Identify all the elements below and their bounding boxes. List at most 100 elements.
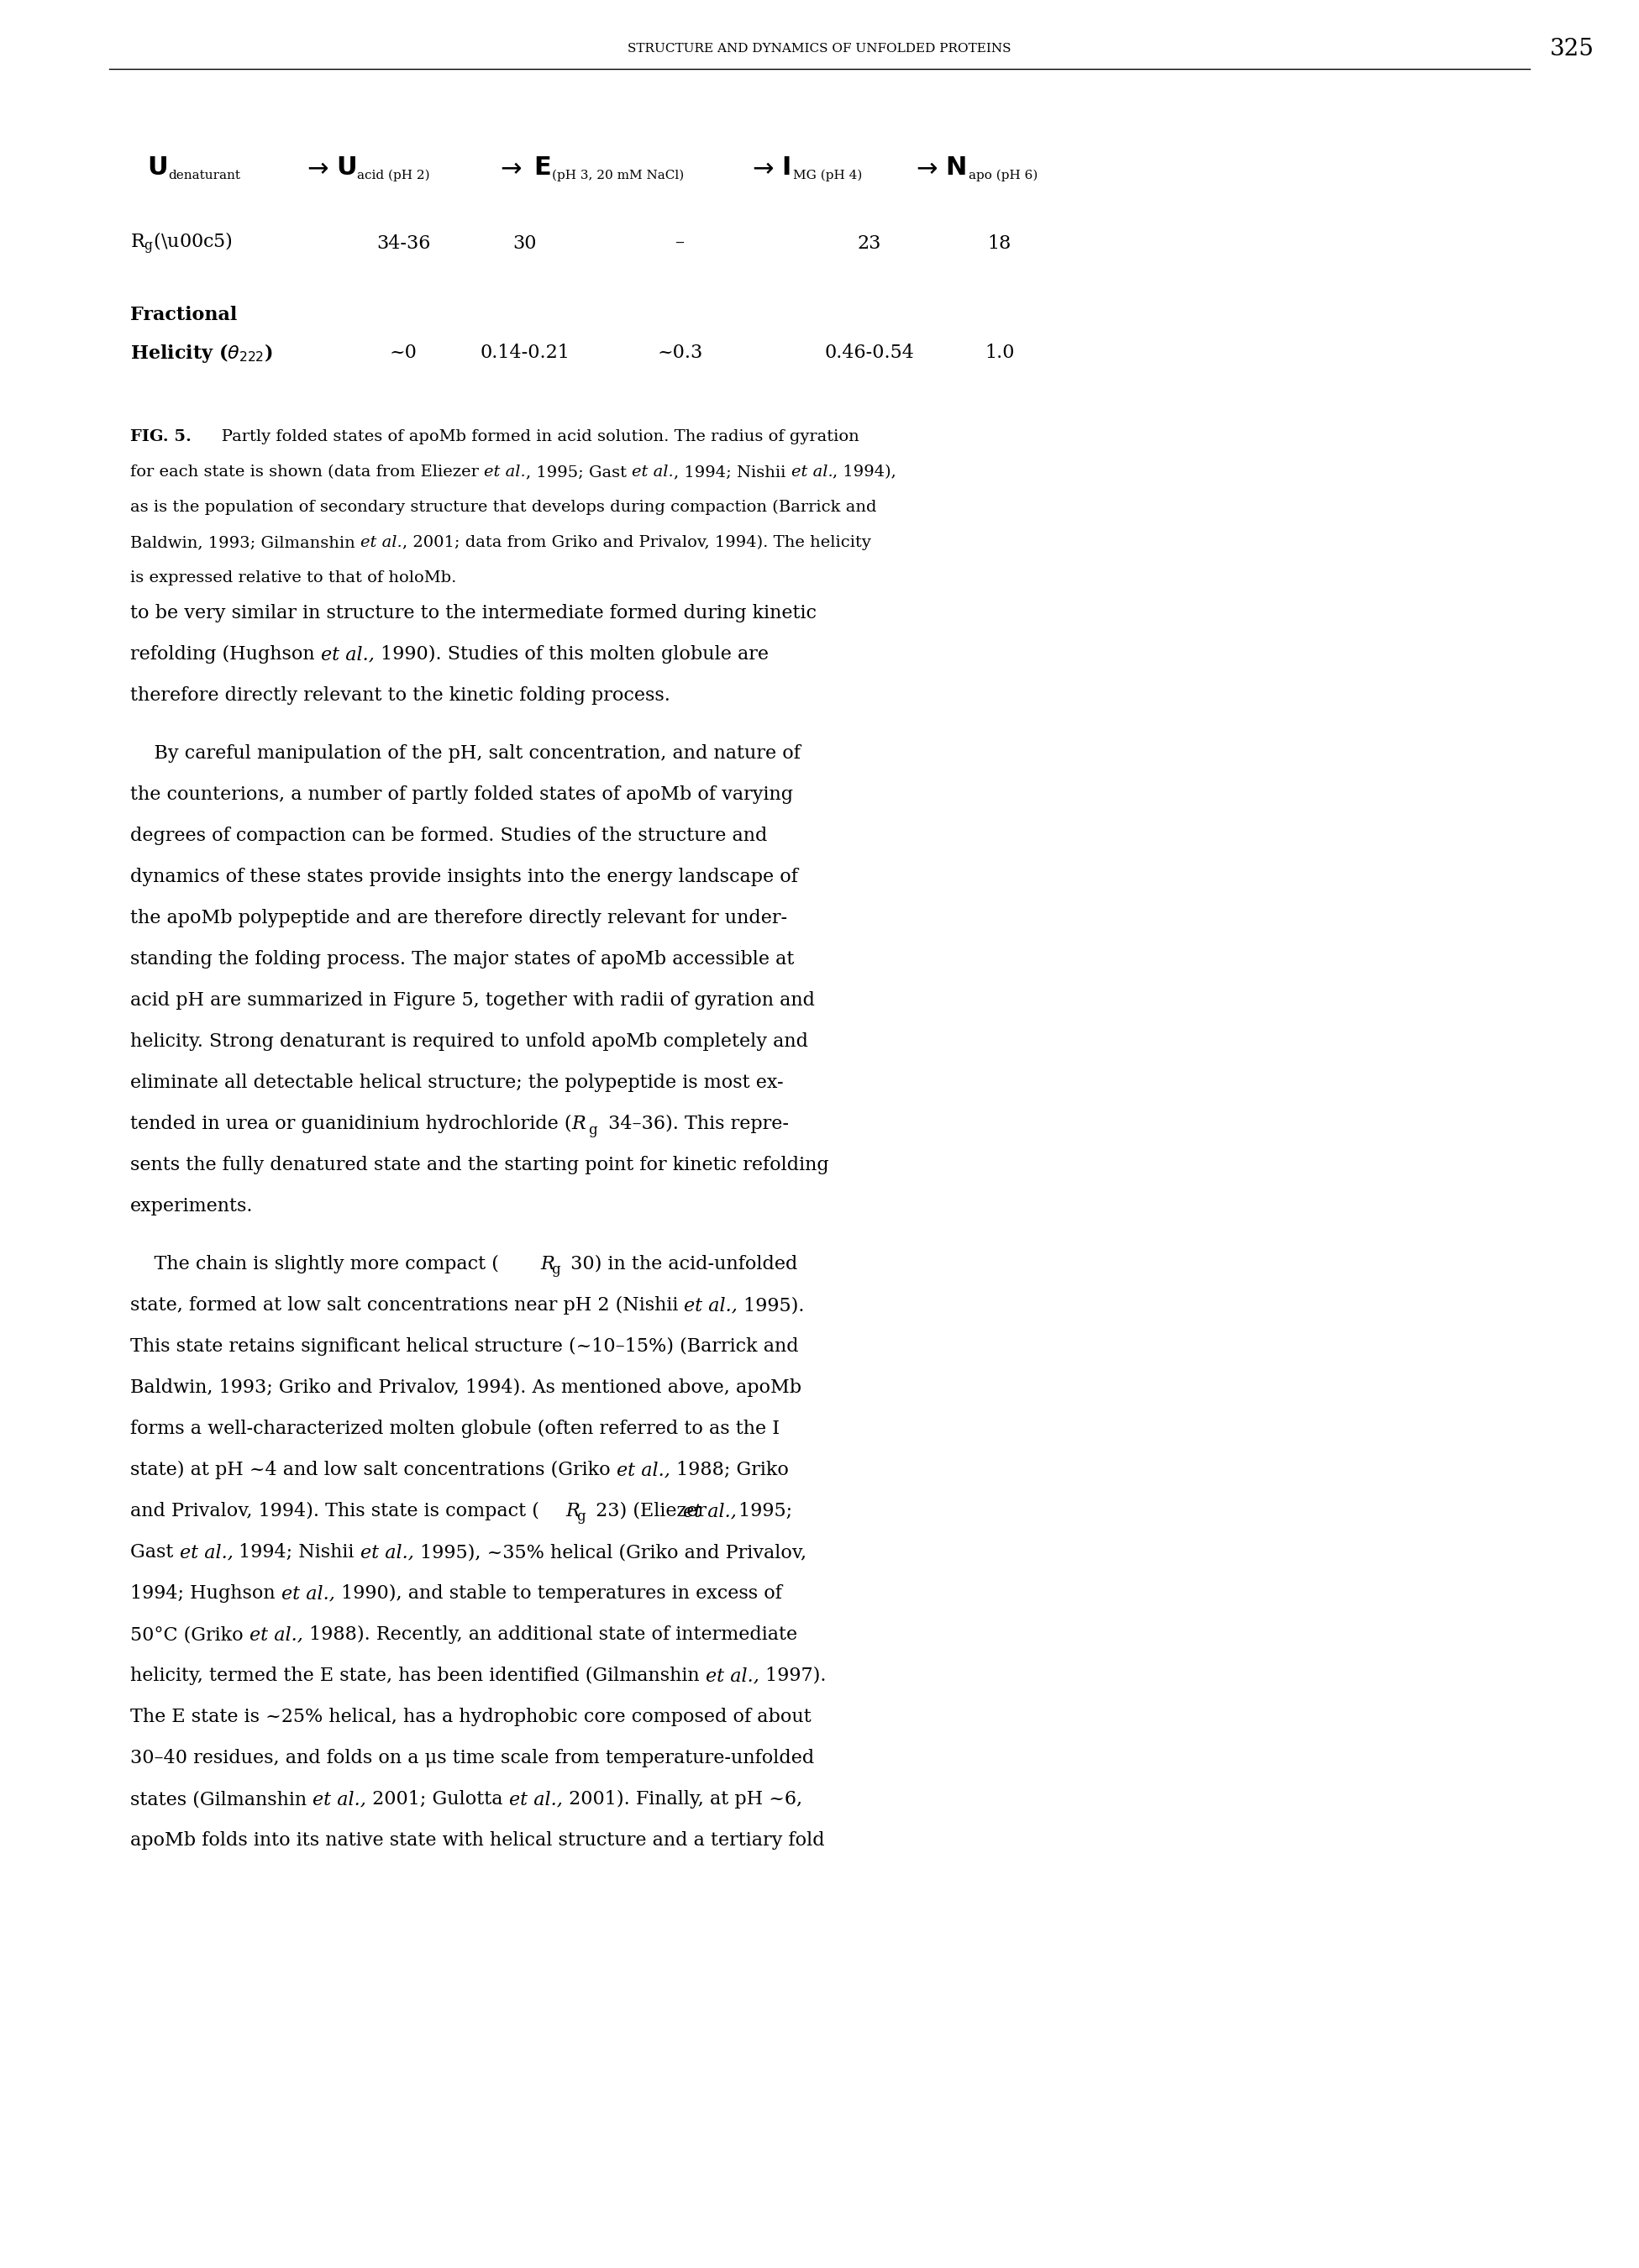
Text: 1995).: 1995). <box>738 1295 805 1315</box>
Text: FIG. 5.: FIG. 5. <box>129 429 192 445</box>
Text: forms a well-characterized molten globule (often referred to as the I: forms a well-characterized molten globul… <box>129 1420 780 1438</box>
Text: standing the folding process. The major states of apoMb accessible at: standing the folding process. The major … <box>129 950 795 968</box>
Text: et al.: et al. <box>361 535 402 551</box>
Text: sents the fully denatured state and the starting point for kinetic refolding: sents the fully denatured state and the … <box>129 1157 829 1175</box>
Text: and Privalov, 1994). This state is compact (: and Privalov, 1994). This state is compa… <box>129 1501 539 1520</box>
Text: 50°C (Griko: 50°C (Griko <box>129 1626 249 1644</box>
Text: et al.,: et al., <box>683 1295 738 1315</box>
Text: g: g <box>551 1263 561 1277</box>
Text: state, formed at low salt concentrations near pH 2 (Nishii: state, formed at low salt concentrations… <box>129 1295 683 1315</box>
Text: dynamics of these states provide insights into the energy landscape of: dynamics of these states provide insight… <box>129 869 798 887</box>
Text: et al.,: et al., <box>683 1501 736 1520</box>
Text: the apoMb polypeptide and are therefore directly relevant for under-: the apoMb polypeptide and are therefore … <box>129 909 787 928</box>
Text: R: R <box>572 1114 585 1134</box>
Text: This state retains significant helical structure (~10–15%) (Barrick and: This state retains significant helical s… <box>129 1338 798 1356</box>
Text: for each state is shown (data from Eliezer: for each state is shown (data from Eliez… <box>129 465 484 479</box>
Text: g: g <box>588 1123 597 1136</box>
Text: 1995;: 1995; <box>733 1501 792 1520</box>
Text: STRUCTURE AND DYNAMICS OF UNFOLDED PROTEINS: STRUCTURE AND DYNAMICS OF UNFOLDED PROTE… <box>628 43 1011 54</box>
Text: 34–36). This repre-: 34–36). This repre- <box>603 1114 788 1134</box>
Text: R$_\mathregular{g}$(\u00c5): R$_\mathregular{g}$(\u00c5) <box>129 231 233 256</box>
Text: et al.,: et al., <box>313 1789 367 1808</box>
Text: , 1995; Gast: , 1995; Gast <box>526 465 633 479</box>
Text: 1995), ~35% helical (Griko and Privalov,: 1995), ~35% helical (Griko and Privalov, <box>415 1542 806 1563</box>
Text: The chain is slightly more compact (: The chain is slightly more compact ( <box>129 1254 498 1272</box>
Text: Gast: Gast <box>129 1542 179 1563</box>
Text: as is the population of secondary structure that develops during compaction (Bar: as is the population of secondary struct… <box>129 499 877 515</box>
Text: MG (pH 4): MG (pH 4) <box>793 170 862 181</box>
Text: 2001; Gulotta: 2001; Gulotta <box>367 1789 508 1808</box>
Text: Baldwin, 1993; Griko and Privalov, 1994). As mentioned above, apoMb: Baldwin, 1993; Griko and Privalov, 1994)… <box>129 1379 801 1397</box>
Text: 23: 23 <box>857 234 882 252</box>
Text: Helicity ($\theta_{222}$): Helicity ($\theta_{222}$) <box>129 342 274 365</box>
Text: 1990), and stable to temperatures in excess of: 1990), and stable to temperatures in exc… <box>334 1585 782 1603</box>
Text: 1994; Nishii: 1994; Nishii <box>233 1542 361 1563</box>
Text: g: g <box>577 1510 585 1524</box>
Text: et al.: et al. <box>633 465 674 479</box>
Text: Partly folded states of apoMb formed in acid solution. The radius of gyration: Partly folded states of apoMb formed in … <box>207 429 859 445</box>
Text: –: – <box>675 234 685 252</box>
Text: refolding (Hughson: refolding (Hughson <box>129 644 321 665</box>
Text: et al.: et al. <box>792 465 833 479</box>
Text: , 1994; Nishii: , 1994; Nishii <box>674 465 792 479</box>
Text: et al.,: et al., <box>179 1542 233 1563</box>
Text: 30: 30 <box>513 234 538 252</box>
Text: By careful manipulation of the pH, salt concentration, and nature of: By careful manipulation of the pH, salt … <box>129 744 800 762</box>
Text: ~0.3: ~0.3 <box>657 342 703 363</box>
Text: et al.: et al. <box>484 465 526 479</box>
Text: $\mathbf{E}$: $\mathbf{E}$ <box>533 154 551 181</box>
Text: apo (pH 6): apo (pH 6) <box>969 170 1037 181</box>
Text: 34-36: 34-36 <box>377 234 431 252</box>
Text: acid pH are summarized in Figure 5, together with radii of gyration and: acid pH are summarized in Figure 5, toge… <box>129 991 815 1009</box>
Text: $\mathbf{U}$: $\mathbf{U}$ <box>148 154 167 181</box>
Text: 30) in the acid-unfolded: 30) in the acid-unfolded <box>564 1254 798 1272</box>
Text: to be very similar in structure to the intermediate formed during kinetic: to be very similar in structure to the i… <box>129 603 816 621</box>
Text: et al.,: et al., <box>249 1626 303 1644</box>
Text: 1988; Griko: 1988; Griko <box>670 1461 788 1479</box>
Text: 1997).: 1997). <box>759 1667 826 1685</box>
Text: 23) (Eliezer: 23) (Eliezer <box>590 1501 713 1520</box>
Text: apoMb folds into its native state with helical structure and a tertiary fold: apoMb folds into its native state with h… <box>129 1830 824 1851</box>
Text: $\rightarrow$: $\rightarrow$ <box>303 154 329 181</box>
Text: eliminate all detectable helical structure; the polypeptide is most ex-: eliminate all detectable helical structu… <box>129 1073 783 1091</box>
Text: tended in urea or guanidinium hydrochloride (: tended in urea or guanidinium hydrochlor… <box>129 1114 572 1134</box>
Text: (pH 3, 20 mM NaCl): (pH 3, 20 mM NaCl) <box>552 170 683 181</box>
Text: 1994; Hughson: 1994; Hughson <box>129 1585 282 1603</box>
Text: , 2001; data from Griko and Privalov, 1994). The helicity: , 2001; data from Griko and Privalov, 19… <box>402 535 870 551</box>
Text: 18: 18 <box>988 234 1011 252</box>
Text: $\rightarrow$: $\rightarrow$ <box>495 154 523 181</box>
Text: 1.0: 1.0 <box>985 342 1015 363</box>
Text: 0.14-0.21: 0.14-0.21 <box>480 342 570 363</box>
Text: et al.,: et al., <box>282 1585 334 1603</box>
Text: denaturant: denaturant <box>169 170 241 181</box>
Text: R: R <box>541 1254 554 1272</box>
Text: Fractional: Fractional <box>129 306 238 324</box>
Text: therefore directly relevant to the kinetic folding process.: therefore directly relevant to the kinet… <box>129 687 670 705</box>
Text: the counterions, a number of partly folded states of apoMb of varying: the counterions, a number of partly fold… <box>129 785 793 803</box>
Text: $\rightarrow$: $\rightarrow$ <box>747 154 775 181</box>
Text: is expressed relative to that of holoMb.: is expressed relative to that of holoMb. <box>129 569 457 585</box>
Text: et al.,: et al., <box>508 1789 562 1808</box>
Text: states (Gilmanshin: states (Gilmanshin <box>129 1789 313 1808</box>
Text: , 1994),: , 1994), <box>833 465 897 479</box>
Text: 1988). Recently, an additional state of intermediate: 1988). Recently, an additional state of … <box>303 1626 797 1644</box>
Text: et al.,: et al., <box>616 1461 670 1479</box>
Text: et al.,: et al., <box>705 1667 759 1685</box>
Text: 2001). Finally, at pH ~6,: 2001). Finally, at pH ~6, <box>562 1789 801 1808</box>
Text: et al.,: et al., <box>361 1542 415 1563</box>
Text: Baldwin, 1993; Gilmanshin: Baldwin, 1993; Gilmanshin <box>129 535 361 551</box>
Text: R: R <box>565 1501 580 1520</box>
Text: 325: 325 <box>1549 36 1595 59</box>
Text: state) at pH ~4 and low salt concentrations (Griko: state) at pH ~4 and low salt concentrati… <box>129 1461 616 1479</box>
Text: $\mathbf{I}$: $\mathbf{I}$ <box>782 154 790 181</box>
Text: acid (pH 2): acid (pH 2) <box>357 170 429 181</box>
Text: helicity. Strong denaturant is required to unfold apoMb completely and: helicity. Strong denaturant is required … <box>129 1032 808 1050</box>
Text: ~0: ~0 <box>390 342 416 363</box>
Text: helicity, termed the E state, has been identified (Gilmanshin: helicity, termed the E state, has been i… <box>129 1667 705 1685</box>
Text: $\mathbf{N}$: $\mathbf{N}$ <box>946 154 965 181</box>
Text: 30–40 residues, and folds on a μs time scale from temperature-unfolded: 30–40 residues, and folds on a μs time s… <box>129 1749 815 1767</box>
Text: experiments.: experiments. <box>129 1198 254 1216</box>
Text: degrees of compaction can be formed. Studies of the structure and: degrees of compaction can be formed. Stu… <box>129 826 767 846</box>
Text: 1990). Studies of this molten globule are: 1990). Studies of this molten globule ar… <box>374 644 769 665</box>
Text: The E state is ~25% helical, has a hydrophobic core composed of about: The E state is ~25% helical, has a hydro… <box>129 1708 811 1726</box>
